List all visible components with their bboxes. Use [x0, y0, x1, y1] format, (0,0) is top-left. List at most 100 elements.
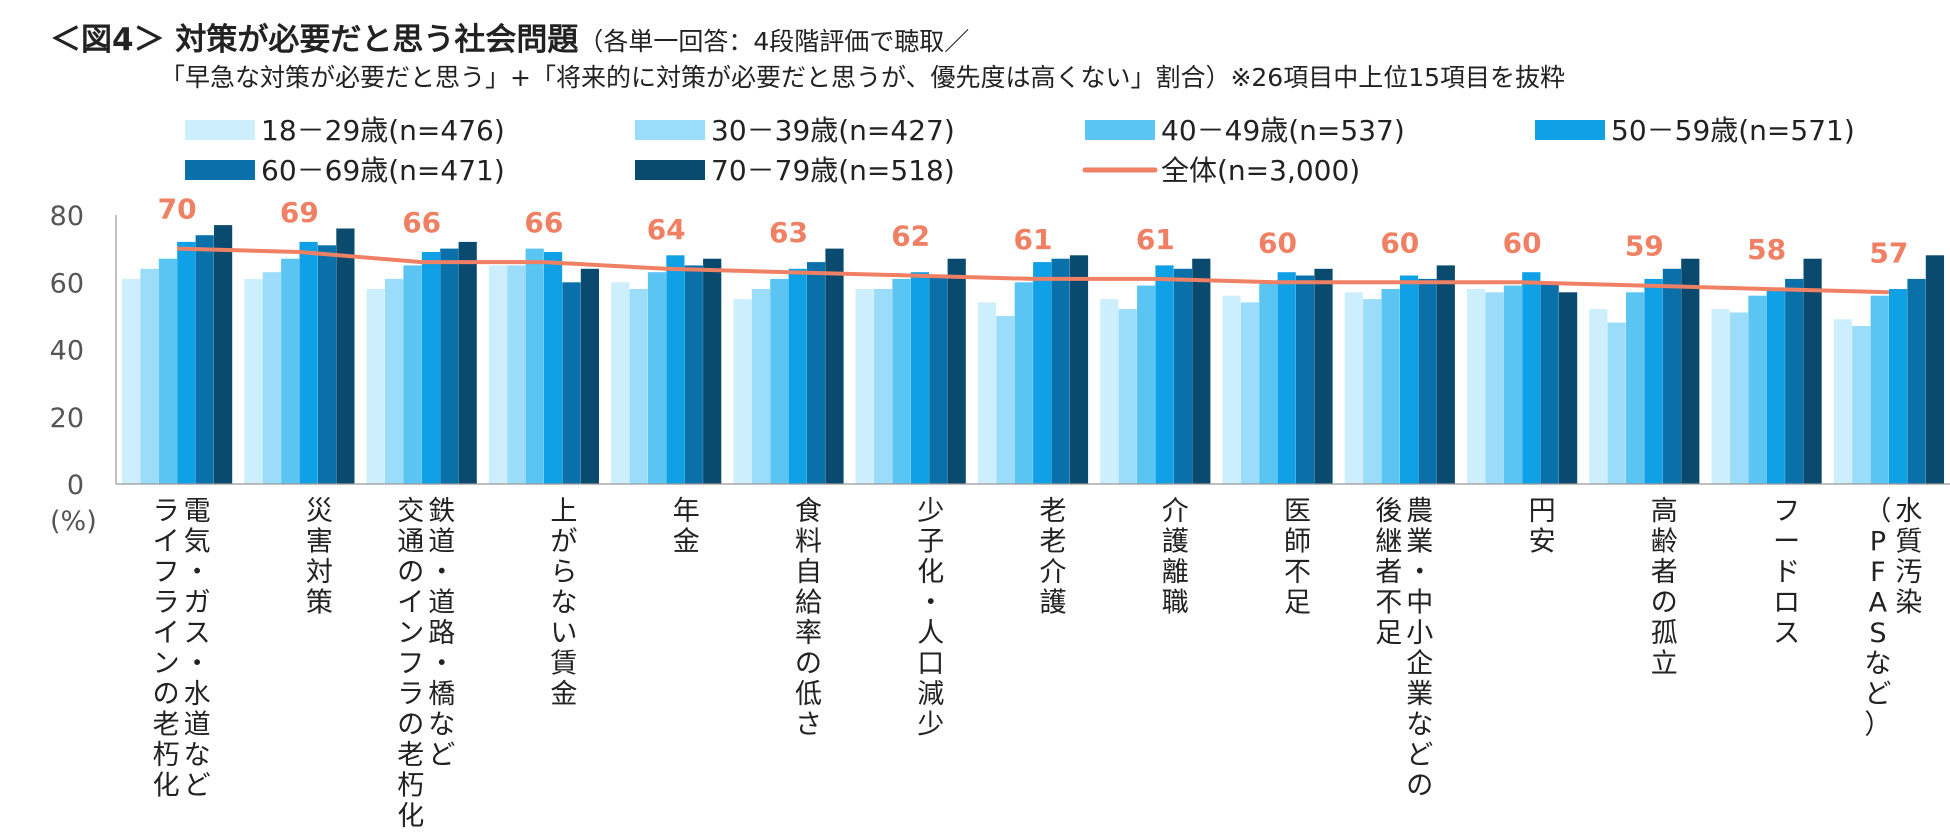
bar — [440, 248, 459, 484]
legend-label: 50－59歳(n=571) — [1611, 114, 1855, 147]
bar — [855, 289, 874, 484]
bar — [1118, 309, 1137, 484]
bar — [525, 248, 544, 484]
bar — [1907, 278, 1926, 484]
bar — [1662, 268, 1681, 484]
y-tick-label: 20 — [50, 403, 84, 434]
x-category-label: 鉄道・道路・橋など — [428, 496, 455, 771]
x-category-label: 円安 — [1529, 496, 1556, 558]
bar — [1399, 275, 1419, 484]
bar — [770, 278, 789, 484]
bar — [1766, 289, 1785, 484]
legend-swatch — [185, 160, 255, 180]
y-tick-label: 0 — [67, 470, 84, 501]
bar — [1100, 299, 1119, 484]
bar — [140, 268, 159, 484]
overall-value-label: 63 — [769, 216, 808, 249]
legend-swatch — [635, 160, 705, 180]
bar — [892, 278, 911, 484]
bar — [996, 315, 1015, 484]
y-tick-label: 80 — [50, 201, 84, 232]
bar — [1069, 255, 1089, 484]
legend-label: 全体(n=3,000) — [1161, 154, 1360, 187]
x-category-label: 災害対策 — [306, 496, 333, 619]
bar — [1192, 258, 1211, 484]
overall-value-label: 58 — [1747, 233, 1786, 266]
bar — [1644, 278, 1663, 484]
bar — [1314, 268, 1333, 484]
legend-swatch — [1085, 120, 1155, 140]
bar — [195, 235, 214, 484]
x-category-label: 高齢者の孤立 — [1651, 496, 1678, 680]
bar — [262, 272, 281, 484]
x-category-label: フードロス — [1773, 496, 1800, 649]
overall-line — [177, 246, 1889, 295]
x-category-label: 介護離職 — [1162, 496, 1189, 619]
bar — [403, 265, 422, 484]
overall-value-label: 62 — [891, 220, 930, 253]
bar — [703, 258, 722, 484]
bar — [1222, 295, 1241, 484]
bar — [929, 275, 948, 484]
x-category-label: 水質汚染 — [1895, 496, 1922, 619]
x-category-label: ライフラインの老朽化 — [153, 496, 180, 802]
bar — [1381, 289, 1400, 484]
bar — [1296, 275, 1315, 484]
legend-swatch — [185, 120, 255, 140]
bar — [421, 252, 440, 484]
y-tick-label: 40 — [50, 336, 84, 367]
bar — [947, 258, 966, 484]
bar — [684, 265, 703, 484]
x-category-label: 上がらない賃金 — [550, 496, 577, 710]
overall-value-label: 61 — [1136, 223, 1175, 256]
bar — [214, 225, 233, 484]
legend-label: 60－69歳(n=471) — [261, 154, 505, 187]
bar — [1748, 295, 1767, 484]
bar — [1589, 309, 1608, 484]
bar — [1467, 289, 1486, 484]
legend-swatch — [1535, 120, 1605, 140]
chart-title-main: ＜図4＞ 対策が必要だと思う社会問題 — [50, 22, 579, 58]
bar — [580, 268, 599, 484]
x-category-label: 年金 — [673, 496, 700, 558]
bar — [1240, 302, 1259, 484]
bar — [1540, 282, 1559, 485]
y-tick-label: 60 — [50, 268, 84, 299]
bar — [1833, 319, 1852, 484]
legend-label: 40－49歳(n=537) — [1161, 114, 1405, 147]
bar — [1803, 258, 1822, 484]
bar — [611, 282, 630, 485]
bar — [1870, 295, 1889, 484]
bar — [1137, 285, 1156, 484]
x-category-label: （P F A S など） — [1864, 496, 1891, 741]
bar — [1852, 326, 1871, 484]
bar — [317, 245, 337, 484]
bar — [1173, 268, 1192, 484]
bar — [366, 289, 385, 484]
bar — [458, 241, 477, 484]
bar — [244, 278, 263, 484]
bar — [874, 289, 893, 484]
bar — [1607, 322, 1626, 484]
x-category-label: 食料自給率の低さ — [795, 496, 822, 741]
bar — [1418, 278, 1437, 484]
bar — [977, 302, 997, 484]
overall-value-label: 60 — [1503, 226, 1542, 259]
bar — [825, 248, 844, 484]
bar — [385, 278, 404, 484]
bar — [488, 265, 507, 484]
bar — [1522, 272, 1541, 484]
bar — [336, 228, 355, 484]
bar — [1485, 292, 1504, 484]
bar — [807, 262, 826, 484]
bar — [666, 255, 685, 484]
chart-title-note: （各単一回答：4段階評価で聴取／ — [578, 27, 970, 56]
overall-value-label: 70 — [158, 193, 197, 226]
overall-value-label: 66 — [524, 206, 563, 239]
bar — [1711, 309, 1730, 484]
bar — [281, 258, 300, 484]
chart-title: ＜図4＞ 対策が必要だと思う社会問題（各単一回答：4段階評価で聴取／ — [50, 14, 969, 59]
bar — [1344, 292, 1363, 484]
bar — [1889, 289, 1908, 484]
y-axis-unit-label: (%) — [50, 506, 97, 537]
